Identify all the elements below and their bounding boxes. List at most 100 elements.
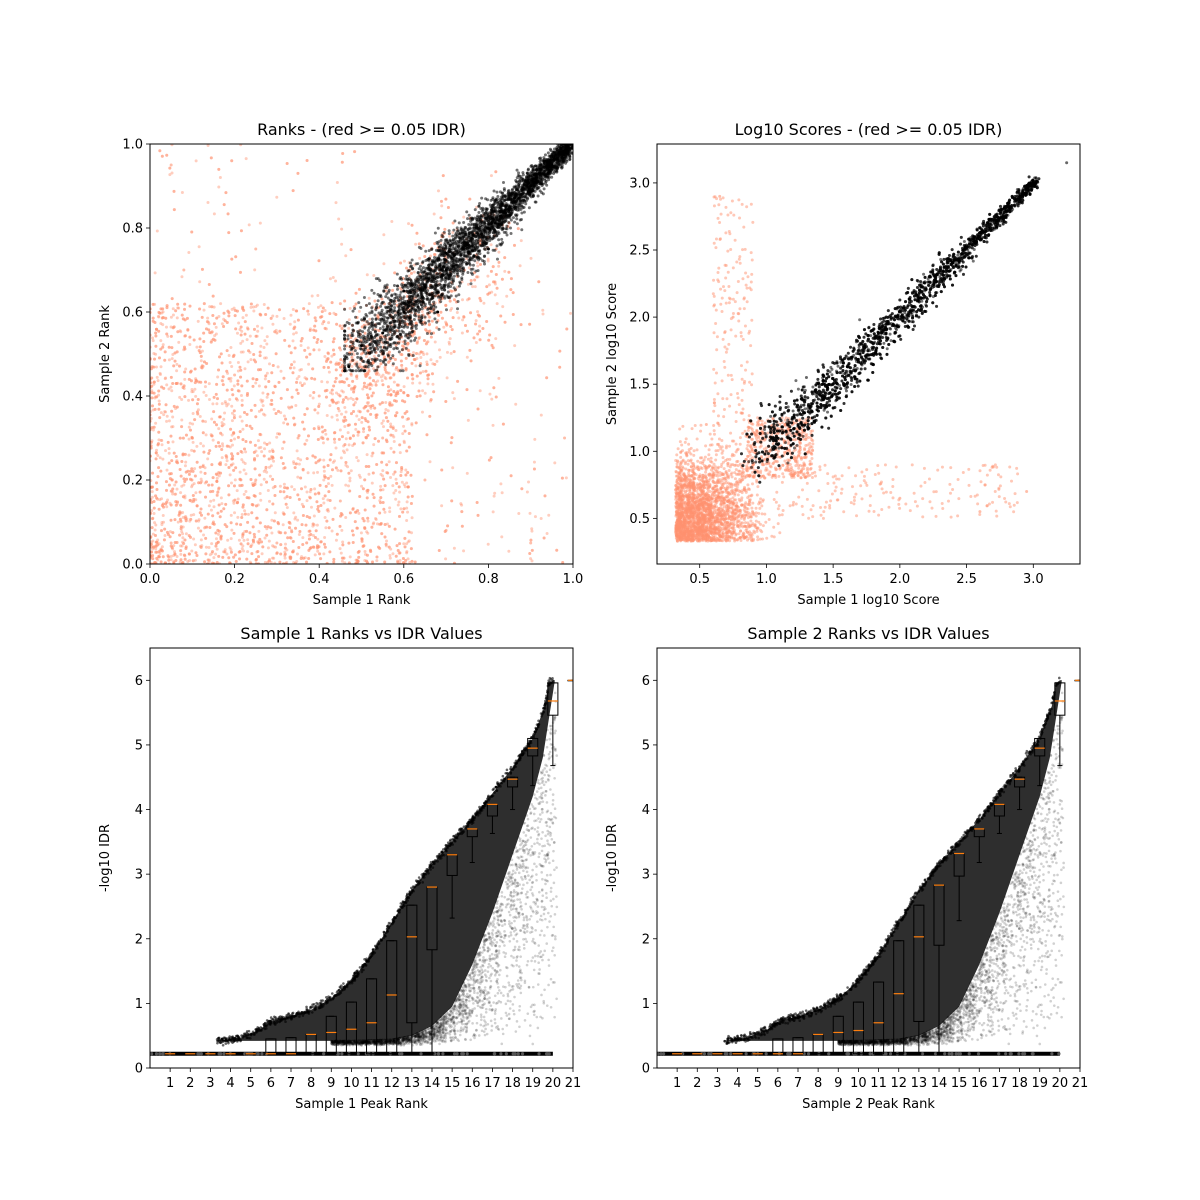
data-point [791, 503, 795, 507]
x-tick-label: 15 [444, 1076, 461, 1091]
y-tick-label: 1.5 [629, 378, 650, 393]
boxplot-19 [1034, 737, 1046, 787]
x-tick-label: 13 [911, 1076, 928, 1091]
x-tick-label: 11 [363, 1076, 380, 1091]
data-point [804, 375, 808, 379]
x-tick-label: 10 [343, 1076, 360, 1091]
data-point [169, 541, 173, 545]
x-tick-label: 2 [186, 1076, 194, 1091]
y-tick-label: 3 [135, 868, 143, 883]
data-point [508, 205, 512, 209]
boxplot-18 [1014, 776, 1026, 811]
y-tick-label: 0.8 [122, 222, 143, 237]
x-tick-label: 7 [794, 1076, 802, 1091]
axes-3: Sample 1 Ranks vs IDR Values Sample 1 Pea… [98, 624, 581, 1112]
y-axis-label: Sample 2 Rank [98, 305, 113, 403]
x-tick-label: 4 [226, 1076, 234, 1091]
y-tick-label: 5 [642, 738, 650, 753]
x-tick-label: 5 [754, 1076, 762, 1091]
y-tick-label: 0 [642, 1062, 650, 1077]
x-tick-label: 20 [545, 1076, 562, 1091]
x-tick-label: 1 [166, 1076, 174, 1091]
boxplot-19 [527, 737, 539, 787]
box [527, 737, 539, 757]
boxplot-4 [225, 1053, 237, 1055]
boxplot-7 [792, 1037, 804, 1055]
data-point [211, 520, 215, 524]
x-axis-label: Sample 1 Rank [313, 593, 411, 608]
boxplot-10 [345, 1001, 357, 1055]
data-point [381, 436, 385, 440]
y-tick-label: 3.0 [629, 176, 650, 191]
boxplot-13 [406, 904, 418, 1055]
x-tick-label: 0.2 [224, 572, 245, 587]
box [406, 904, 418, 1024]
data-point [844, 389, 848, 393]
x-tick-label: 3 [713, 1076, 721, 1091]
box [893, 940, 905, 1055]
data-point [1031, 181, 1035, 185]
x-tick-label: 1.0 [563, 572, 584, 587]
boxplot-14 [426, 886, 438, 1055]
y-tick-label: 5 [135, 738, 143, 753]
x-tick-label: 1.0 [756, 572, 777, 587]
x-tick-label: 10 [850, 1076, 867, 1091]
box [345, 1001, 357, 1055]
y-tick-label: 0.0 [122, 558, 143, 573]
data-point [254, 478, 258, 482]
axes-frame [656, 143, 1081, 565]
data-point [275, 331, 279, 335]
x-tick-label: 17 [991, 1076, 1008, 1091]
data-point [423, 285, 427, 289]
boxplot-9 [325, 1015, 337, 1055]
x-axis-label: Sample 2 Peak Rank [802, 1097, 935, 1112]
chart-title: Sample 1 Ranks vs IDR Values [240, 624, 482, 643]
series-black-points [739, 161, 1069, 484]
data-point [381, 331, 385, 335]
data-point [778, 422, 782, 426]
data-point [1018, 194, 1022, 198]
x-tick-label: 6 [267, 1076, 275, 1091]
boxplot-3 [204, 1053, 216, 1055]
dense-point-cloud [216, 680, 555, 1041]
data-point [704, 422, 708, 426]
boxplot-13 [913, 904, 925, 1055]
data-point [410, 373, 414, 377]
box [547, 682, 559, 716]
boxplots [671, 679, 1080, 1055]
boxplot-15 [446, 854, 458, 919]
scatter-points [150, 676, 559, 1056]
boxplot-12 [893, 940, 905, 1055]
x-tick-label: 5 [247, 1076, 255, 1091]
x-tick-label: 2.5 [956, 572, 977, 587]
axes-2: Log10 Scores - (red >= 0.05 IDR) Sample 1… [605, 120, 1081, 608]
scatter-points [657, 676, 1066, 1056]
boxplot-8 [812, 1033, 824, 1055]
x-tick-label: 0.5 [689, 572, 710, 587]
boxplot-10 [852, 1001, 864, 1055]
boxplot-20 [1054, 682, 1066, 767]
data-point [938, 275, 942, 279]
y-tick-label: 6 [642, 674, 650, 689]
data-point [317, 394, 321, 398]
box [1054, 682, 1066, 716]
x-tick-label: 6 [774, 1076, 782, 1091]
series-black-points [343, 144, 573, 373]
axes-frame [149, 143, 574, 565]
y-tick-label: 4 [135, 803, 143, 818]
box [1034, 737, 1046, 757]
x-tick-label: 18 [504, 1076, 521, 1091]
data-point [550, 163, 554, 167]
boxplot-2 [184, 1053, 196, 1055]
data-point [347, 365, 351, 369]
x-tick-label: 18 [1011, 1076, 1028, 1091]
data-point [529, 541, 533, 545]
boxplot-11 [873, 981, 885, 1055]
data-point [978, 510, 982, 514]
y-tick-label: 2.0 [629, 311, 650, 326]
data-point [978, 235, 982, 239]
x-tick-label: 3.0 [1023, 572, 1044, 587]
data-point [402, 289, 406, 293]
x-tick-label: 12 [890, 1076, 907, 1091]
